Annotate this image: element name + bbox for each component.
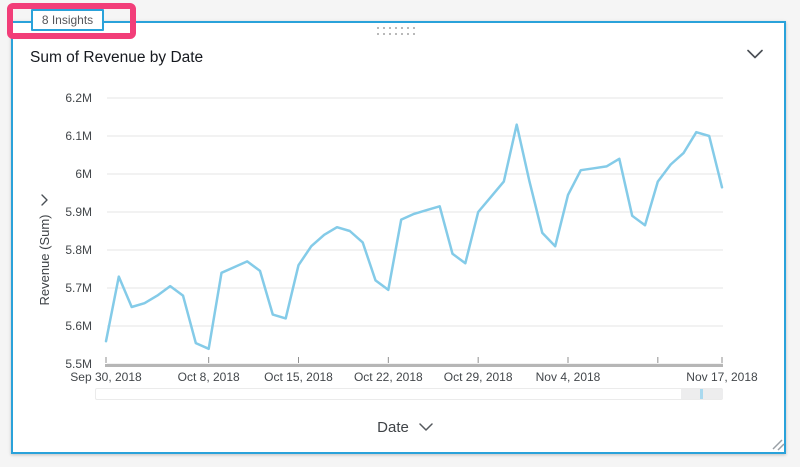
x-axis-field-button[interactable]: Date xyxy=(320,415,490,439)
chevron-down-icon xyxy=(40,194,48,207)
y-tick-label: 5.8M xyxy=(65,243,92,257)
revenue-series-line xyxy=(104,123,724,351)
resize-handle-icon[interactable] xyxy=(770,437,786,451)
x-tick-label: Nov 4, 2018 xyxy=(536,370,601,384)
x-tick-label: Sep 30, 2018 xyxy=(70,370,142,384)
visual-menu-chevron-down-icon[interactable] xyxy=(746,49,764,59)
x-tick-label: Oct 8, 2018 xyxy=(178,370,240,384)
insights-button[interactable]: 8 Insights xyxy=(31,9,104,31)
x-tick-label: Oct 29, 2018 xyxy=(444,370,513,384)
x-axis-label-text: Date xyxy=(377,418,409,436)
x-tick-label: Oct 15, 2018 xyxy=(264,370,333,384)
y-tick-label: 5.7M xyxy=(65,281,92,295)
y-tick-label: 6M xyxy=(75,167,92,181)
y-axis-label-text: Revenue (Sum) xyxy=(36,214,52,306)
y-tick-label: 5.5M xyxy=(65,357,92,371)
date-range-scrollbar[interactable] xyxy=(95,388,723,400)
x-tick-label: Oct 22, 2018 xyxy=(354,370,423,384)
visual-title: Sum of Revenue by Date xyxy=(30,49,204,66)
x-tick-label: Nov 17, 2018 xyxy=(686,370,758,384)
chevron-down-icon xyxy=(419,423,433,431)
y-tick-label: 5.6M xyxy=(65,319,92,333)
y-tick-label: 6.2M xyxy=(65,91,92,105)
y-axis-field-button[interactable]: Revenue (Sum) xyxy=(34,188,54,312)
y-tick-label: 5.9M xyxy=(65,205,92,219)
y-tick-label: 6.1M xyxy=(65,129,92,143)
scrollbar-handle[interactable] xyxy=(700,389,703,399)
drag-handle-icon[interactable] xyxy=(377,27,379,29)
